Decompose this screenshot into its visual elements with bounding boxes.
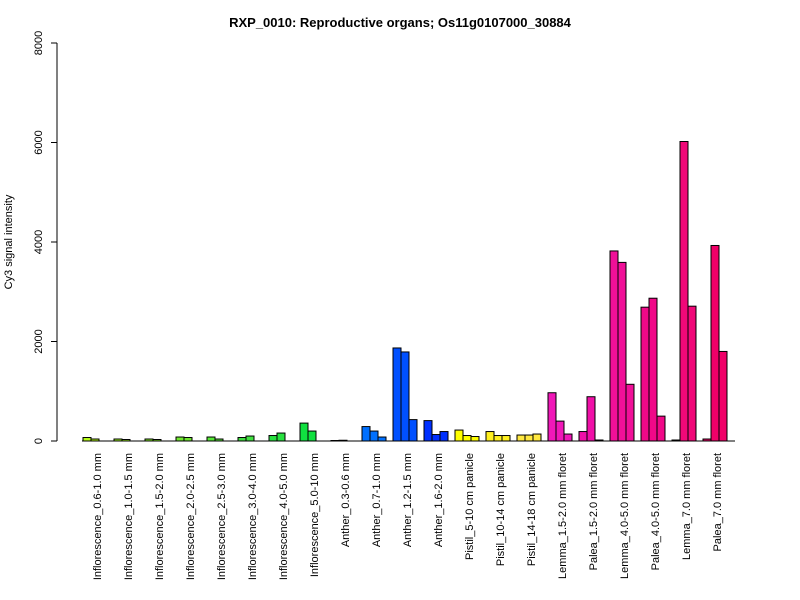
category-label: Inflorescence_1.5-2.0 mm (154, 453, 166, 580)
category-label: Inflorescence_2.0-2.5 mm (185, 453, 197, 580)
bar (679, 141, 689, 442)
bar (493, 435, 503, 442)
category-label: Lemma_4.0-5.0 mm floret (619, 453, 631, 579)
bar (687, 305, 697, 442)
bar (307, 430, 317, 442)
y-tick-label: 6000 (33, 130, 45, 154)
bar (586, 396, 596, 442)
bar (532, 433, 542, 442)
category-label: Anther_0.7-1.0 mm (371, 453, 383, 547)
category-label: Inflorescence_5.0-10 mm (309, 453, 321, 577)
category-label: Palea_1.5-2.0 mm floret (588, 453, 600, 570)
bar (640, 306, 650, 442)
category-label: Inflorescence_1.0-1.5 mm (123, 453, 135, 580)
bar (547, 392, 557, 442)
bar (82, 437, 92, 442)
bar (237, 437, 247, 442)
category-labels: Inflorescence_0.6-1.0 mm Inflorescence_1.… (92, 453, 724, 580)
category-label: Lemma_1.5-2.0 mm floret (557, 453, 569, 579)
bar (516, 434, 526, 442)
bar (338, 439, 348, 442)
bar (578, 431, 588, 442)
bar (245, 435, 255, 442)
y-tick-label: 2000 (33, 329, 45, 353)
bar (625, 383, 635, 442)
category-label: Inflorescence_3.0-4.0 mm (247, 453, 259, 580)
bar (555, 420, 565, 442)
bar (470, 436, 480, 442)
bar (121, 439, 131, 442)
bar (462, 435, 472, 442)
category-label: Inflorescence_4.0-5.0 mm (278, 453, 290, 580)
y-axis-label: Cy3 signal intensity (3, 194, 15, 289)
category-label: Inflorescence_2.5-3.0 mm (216, 453, 228, 580)
category-label: Pistil_10-14 cm panicle (495, 453, 507, 566)
bar (563, 433, 573, 442)
bar (454, 429, 464, 442)
bar (175, 436, 185, 442)
y-tick-label: 4000 (33, 230, 45, 254)
category-label: Pistil_5-10 cm panicle (464, 453, 476, 560)
bar (609, 250, 619, 442)
bar (524, 434, 534, 442)
bar (485, 431, 495, 442)
bar (648, 297, 658, 442)
bar (369, 430, 379, 442)
bar (206, 436, 216, 442)
category-label: Lemma_7.0 mm floret (681, 453, 693, 560)
bar (152, 439, 162, 442)
bar (702, 438, 712, 442)
bar (617, 261, 627, 442)
bar (183, 437, 193, 442)
category-label: Pistil_14-18 cm panicle (526, 453, 538, 566)
bar (377, 436, 387, 442)
bars (82, 141, 728, 442)
category-label: Anther_0.3-0.6 mm (340, 453, 352, 547)
bar (423, 420, 433, 442)
bar (439, 431, 449, 442)
y-tick-label: 8000 (33, 31, 45, 55)
bar (144, 438, 154, 442)
bar (330, 440, 340, 442)
bar (113, 438, 123, 442)
bar (90, 438, 100, 442)
chart-title: RXP_0010: Reproductive organs; Os11g0107… (229, 15, 572, 30)
bar (710, 244, 720, 442)
category-label: Palea_4.0-5.0 mm floret (650, 453, 662, 570)
bar (361, 426, 371, 442)
bar (671, 439, 681, 442)
y-axis: 0 2000 4000 6000 8000 (33, 31, 58, 444)
bar (276, 432, 286, 442)
bar (268, 435, 278, 442)
y-tick-label: 0 (33, 438, 45, 444)
bar (408, 419, 418, 442)
bar (214, 438, 224, 442)
bar (400, 351, 410, 442)
category-label: Inflorescence_0.6-1.0 mm (92, 453, 104, 580)
bar (392, 347, 402, 442)
bar (431, 434, 441, 442)
bar (501, 435, 511, 442)
category-label: Anther_1.6-2.0 mm (433, 453, 445, 547)
bar (718, 350, 728, 442)
category-label: Anther_1.2-1.5 mm (402, 453, 414, 547)
category-label: Palea_7.0 mm floret (712, 453, 724, 551)
bar (656, 415, 666, 442)
bar (594, 439, 604, 442)
bar (299, 422, 309, 442)
